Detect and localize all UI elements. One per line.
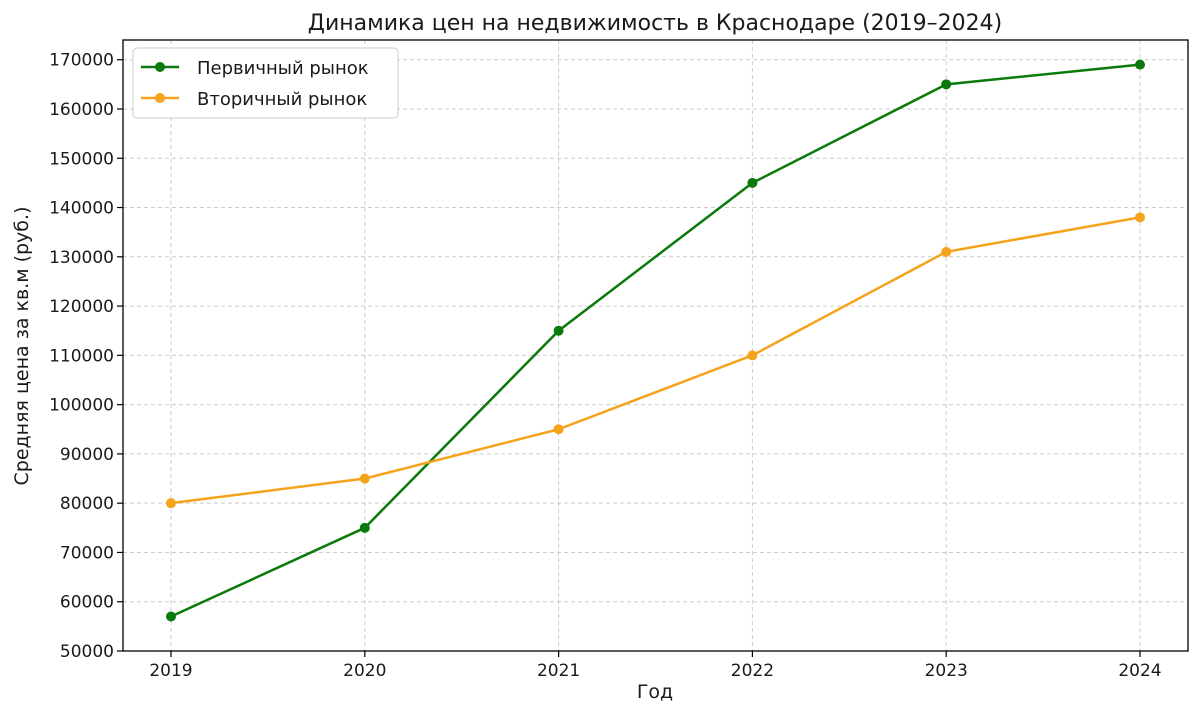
y-axis-label: Средняя цена за кв.м (руб.)	[11, 207, 33, 486]
y-tick-label: 130000	[49, 248, 114, 268]
x-tick-label: 2023	[925, 661, 968, 681]
x-tick-label: 2020	[343, 661, 386, 681]
x-tick-label: 2021	[537, 661, 580, 681]
y-tick-label: 110000	[49, 346, 114, 366]
x-tick-label: 2022	[731, 661, 774, 681]
data-point-primary	[359, 522, 370, 533]
y-tick-label: 150000	[49, 149, 114, 169]
chart-title: Динамика цен на недвижимость в Краснодар…	[308, 11, 1002, 36]
y-tick-label: 70000	[60, 543, 114, 563]
data-point-primary	[941, 79, 952, 90]
x-axis-label: Год	[637, 681, 673, 703]
series-line-secondary	[170, 216, 1141, 505]
legend-marker-primary	[155, 62, 165, 72]
y-tick-label: 60000	[60, 593, 114, 613]
y-tick-label: 120000	[49, 297, 114, 317]
data-point-primary	[553, 325, 564, 336]
y-tick-label: 160000	[49, 100, 114, 120]
grid	[123, 40, 1188, 652]
series-line-primary	[170, 63, 1141, 618]
data-point-secondary	[1135, 212, 1145, 223]
data-point-primary	[1135, 59, 1145, 70]
legend-label-primary: Первичный рынок	[197, 58, 369, 79]
x-tick-label: 2024	[1118, 661, 1161, 681]
data-point-secondary	[941, 246, 952, 257]
y-tick-label: 50000	[60, 642, 114, 662]
data-point-secondary	[359, 473, 370, 484]
y-tick-label: 100000	[49, 396, 114, 416]
x-tick-label: 2019	[149, 661, 192, 681]
tick-labels: 2019 2020 2021 2022 2023 2024 50000 60000 70000 8…	[49, 51, 1162, 681]
data-point-secondary	[747, 350, 758, 361]
legend-marker-secondary	[155, 93, 165, 103]
y-tick-label: 140000	[49, 199, 114, 219]
series-lines	[166, 59, 1145, 622]
legend: Первичный рынок Вторичный рынок	[132, 47, 399, 119]
plot-frame	[122, 39, 1189, 652]
y-tick-label: 90000	[60, 445, 114, 465]
legend-box	[132, 47, 399, 119]
data-point-primary	[166, 611, 176, 622]
data-point-secondary	[553, 424, 564, 435]
data-point-secondary	[166, 498, 176, 509]
data-point-primary	[747, 177, 758, 188]
y-tick-label: 80000	[60, 494, 114, 514]
legend-label-secondary: Вторичный рынок	[197, 89, 367, 110]
y-tick-label: 170000	[49, 51, 114, 71]
axes	[122, 39, 1189, 652]
